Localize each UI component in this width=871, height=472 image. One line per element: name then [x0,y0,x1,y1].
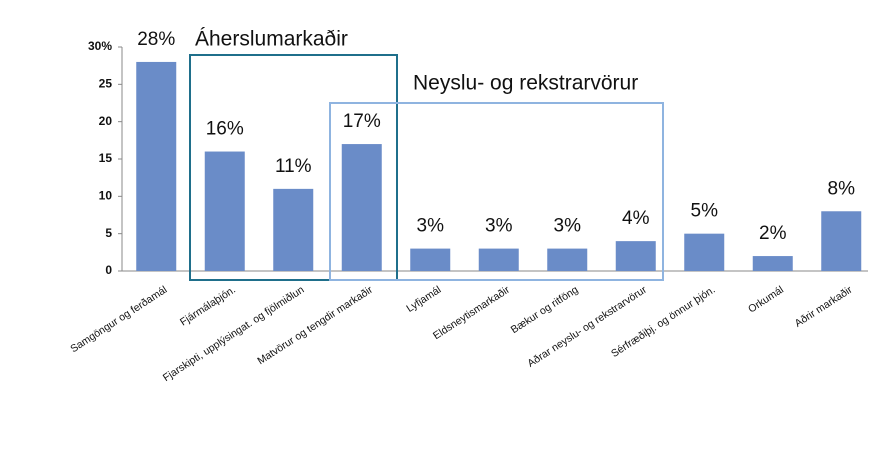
data-label: 28% [137,29,175,50]
y-tick-label: 10 [99,189,113,203]
y-tick-label: 0 [105,263,112,277]
bar [341,144,382,271]
x-tick-label: Fjarskipti, upplýsingat. og fjölmiðlun [161,284,307,384]
bar [204,151,245,271]
bar [273,188,314,271]
x-tick-label: Matvörur og tengdir markaðir [255,284,375,368]
data-label: 4% [622,208,650,229]
y-tick-label: 5 [105,226,112,240]
annotation-box [329,102,664,281]
annotation: Neyslu- og rekstrarvörur [413,72,638,95]
x-tick-label: Lyfjamál [404,284,443,315]
data-label: 17% [343,111,381,132]
y-tick-label: 15 [99,151,113,165]
bar [410,248,451,271]
data-label: 3% [417,216,445,237]
data-label: 3% [554,216,582,237]
x-tick-label: Orkumál [746,284,786,316]
data-label: 2% [759,223,787,244]
data-label: 11% [275,156,312,177]
annotation: Áherslumarkaðir [195,28,348,51]
data-label: 5% [691,201,719,222]
bar [478,248,519,271]
x-tick-label: Fjármálaþjón. [178,284,238,329]
x-tick-label: Bækur og ritföng [509,284,581,336]
data-label: 3% [485,216,513,237]
bar [615,241,656,271]
bar [684,233,725,271]
y-tick-label: 20 [99,114,113,128]
data-label: 16% [206,119,244,140]
x-tick-label: Samgöngur og ferðamál [68,284,169,355]
y-tick-label: 30% [88,39,112,53]
data-label: 8% [828,178,856,199]
bar [821,211,862,271]
bar [752,256,793,271]
x-tick-label: Aðrar neyslu- og rekstrarvörur [525,284,649,370]
annotation-box [189,54,398,281]
bar [547,248,588,271]
bar [136,61,177,271]
x-tick-label: Eldsneytismarkaðir [431,284,512,343]
y-tick-label: 25 [99,77,113,91]
x-tick-label: Aðrir markaðir [793,284,855,330]
